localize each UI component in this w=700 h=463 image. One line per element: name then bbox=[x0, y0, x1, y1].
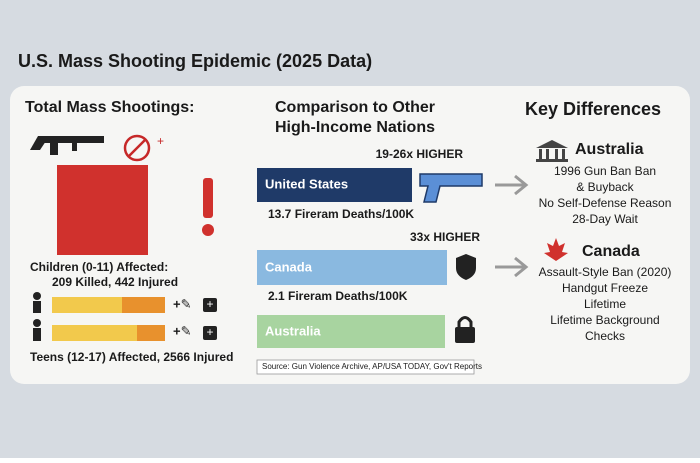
row-label: Canada bbox=[265, 259, 313, 274]
middle-heading: High-Income Nations bbox=[275, 119, 435, 136]
difference-item: Lifetime Background bbox=[550, 313, 659, 327]
child-row: +✎ + bbox=[33, 292, 217, 313]
pistol-icon bbox=[419, 173, 483, 203]
card bbox=[10, 86, 690, 384]
title: U.S. Mass Shooting Epidemic (2025 Data) bbox=[18, 51, 372, 71]
rifle-icon bbox=[30, 136, 104, 155]
arrow bbox=[495, 256, 529, 278]
difference-item: No Self-Defense Reason bbox=[539, 196, 672, 210]
difference-item: Assault-Style Ban (2020) bbox=[539, 265, 672, 279]
teen-row: +✎ + bbox=[33, 319, 217, 341]
children-heading: Children (0-11) Affected: bbox=[30, 260, 168, 274]
left-heading: Total Mass Shootings: bbox=[25, 99, 194, 116]
right-heading: Key Differences bbox=[525, 99, 661, 119]
canada-bar bbox=[257, 250, 447, 285]
difference-item: & Buyback bbox=[576, 180, 634, 194]
children-detail: 209 Killed, 442 Injured bbox=[52, 275, 178, 289]
row-note: 19-26x HIGHER bbox=[376, 147, 464, 161]
difference-item: Checks bbox=[585, 329, 625, 343]
row-stat: 2.1 Fireram Deaths/100K bbox=[268, 289, 408, 303]
exclamation-icon bbox=[202, 178, 214, 236]
australia-bar bbox=[257, 315, 445, 348]
svg-text:+✎: +✎ bbox=[173, 296, 191, 311]
building-icon bbox=[536, 140, 568, 162]
country-name: Australia bbox=[575, 141, 644, 158]
source: Source: Gun Violence Archive, AP/USA TOD… bbox=[262, 362, 482, 371]
row-stat: 13.7 Fireram Deaths/100K bbox=[268, 207, 414, 221]
difference-item: Lifetime bbox=[584, 297, 626, 311]
country-name: Canada bbox=[582, 243, 640, 260]
us-bar bbox=[257, 168, 412, 202]
middle-heading: Comparison to Other bbox=[275, 99, 435, 116]
difference-item: 1996 Gun Ban Ban bbox=[554, 164, 656, 178]
row-label: United States bbox=[265, 176, 348, 191]
red-square bbox=[57, 165, 148, 255]
teens-text: Teens (12-17) Affected, 2566 Injured bbox=[30, 350, 233, 364]
source-box bbox=[256, 359, 475, 375]
shield-icon bbox=[456, 254, 476, 280]
svg-text:+: + bbox=[206, 297, 213, 311]
row-label: Australia bbox=[265, 323, 321, 338]
maple-leaf-icon bbox=[544, 238, 568, 261]
arrow bbox=[495, 174, 529, 196]
no-gun-icon: + bbox=[123, 134, 164, 162]
svg-text:+✎: +✎ bbox=[173, 323, 191, 338]
difference-item: Handgut Freeze bbox=[562, 281, 648, 295]
difference-item: 28-Day Wait bbox=[572, 212, 638, 226]
row-note: 33x HIGHER bbox=[410, 230, 480, 244]
svg-text:+: + bbox=[157, 134, 164, 148]
lock-icon bbox=[455, 316, 475, 343]
svg-text:+: + bbox=[206, 325, 213, 339]
